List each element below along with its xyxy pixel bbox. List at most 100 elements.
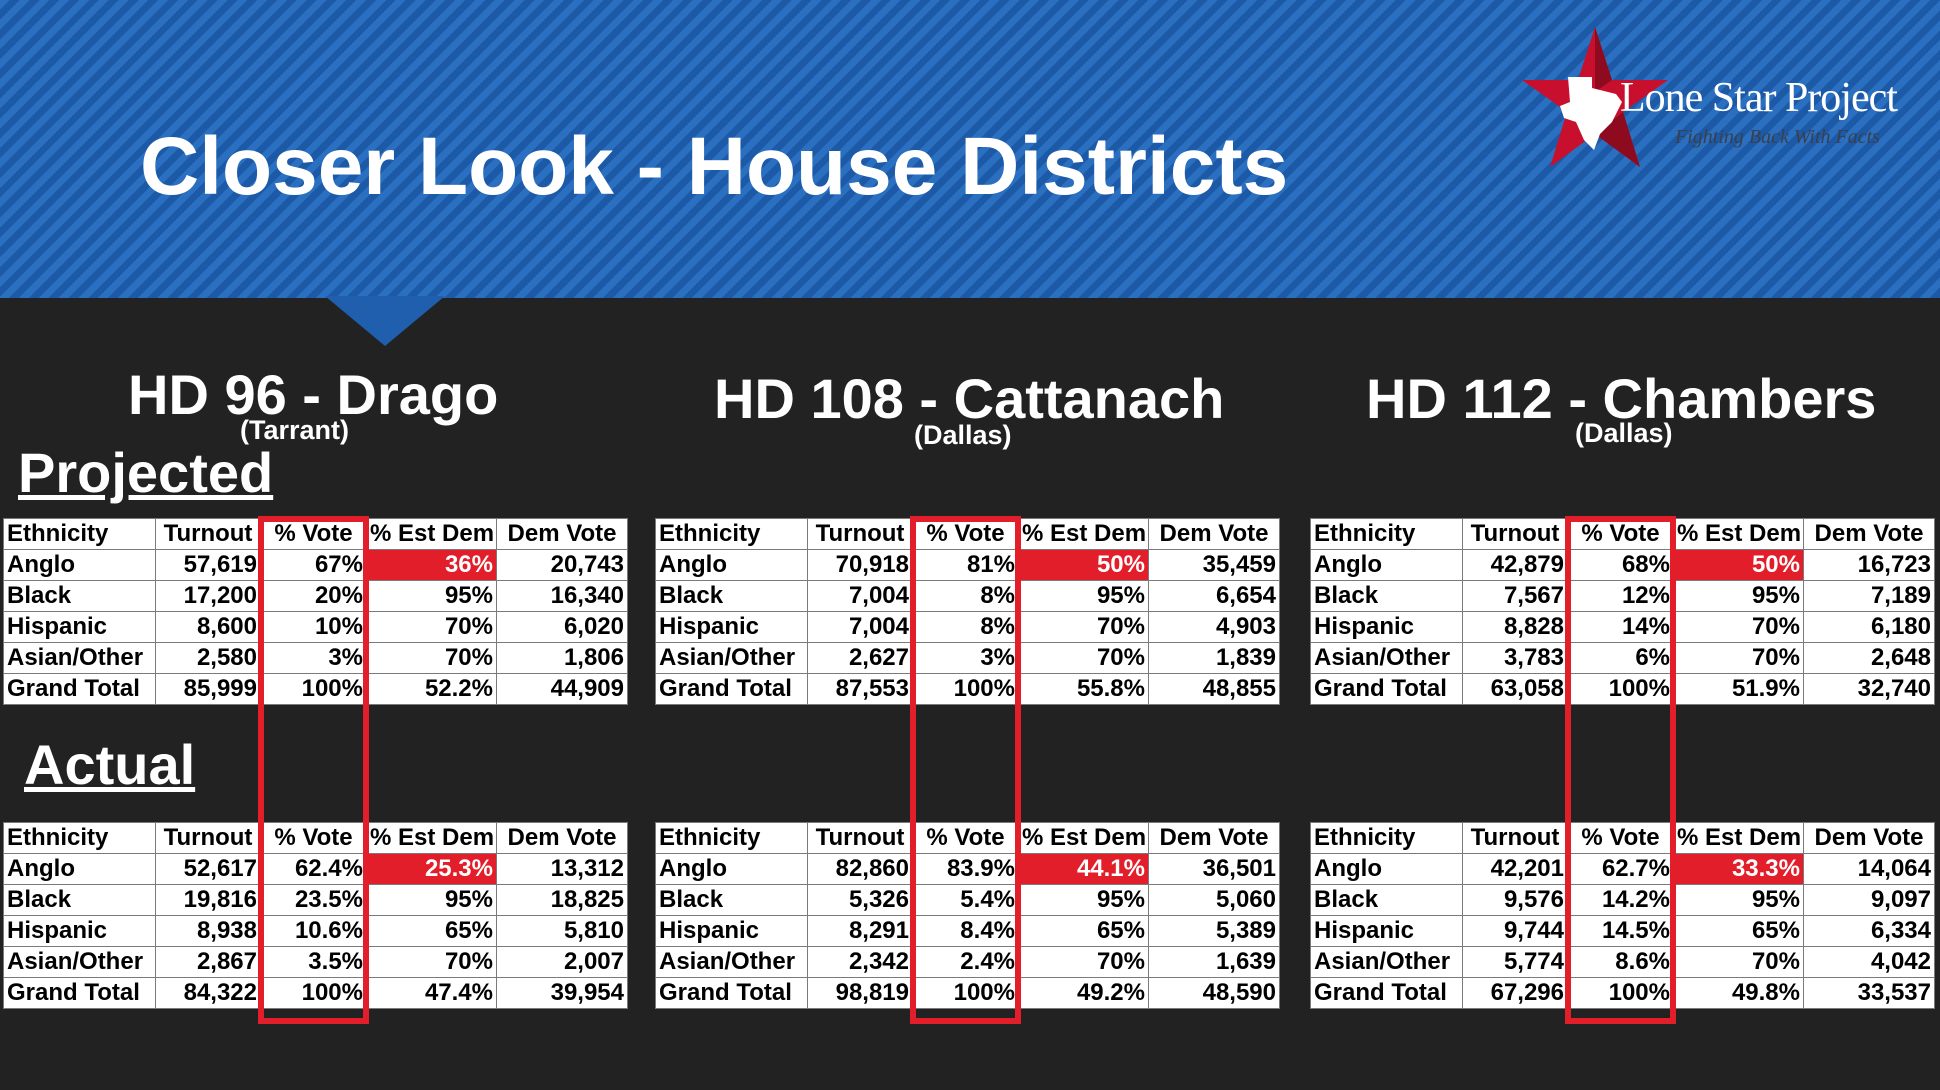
district-title-hd108: HD 108 - Cattanach (714, 367, 1225, 430)
district-county-hd96: (Tarrant) (240, 415, 350, 445)
cell-dem-vote: 5,810 (496, 915, 628, 947)
table-hd96-projected: Ethnicity Turnout% Vote% Est Dem Dem Vote A… (3, 518, 628, 705)
column-header-ethnicity: Ethnicity (3, 518, 156, 550)
cell-est-dem-pct: 65% (1018, 915, 1149, 947)
cell-turnout: 3,783 (1462, 642, 1568, 674)
table-header-row: Ethnicity Turnout% Vote% Est Dem Dem Vote (3, 822, 628, 854)
cell-ethnicity: Grand Total (3, 977, 156, 1009)
cell-turnout: 42,201 (1462, 853, 1568, 885)
logo-tagline: Fighting Back With Facts (1675, 126, 1880, 148)
cell-ethnicity: Asian/Other (655, 946, 808, 978)
cell-est-dem-pct: 95% (1673, 884, 1804, 916)
column-header-dem-vote: Dem Vote (496, 518, 628, 550)
cell-ethnicity: Grand Total (1310, 977, 1463, 1009)
cell-est-dem-pct: 95% (1018, 580, 1149, 612)
table-row: Asian/Other 2,867 3.5% 70% 2,007 (3, 946, 628, 978)
cell-ethnicity: Anglo (3, 853, 156, 885)
cell-turnout: 7,004 (807, 580, 913, 612)
cell-dem-vote: 44,909 (496, 673, 628, 705)
cell-turnout: 57,619 (155, 549, 261, 581)
cell-dem-vote: 1,839 (1148, 642, 1280, 674)
cell-vote-pct: 100% (912, 977, 1019, 1009)
table-hd108-actual: Ethnicity Turnout% Vote% Est Dem Dem Vote A… (655, 822, 1280, 1009)
cell-ethnicity: Asian/Other (3, 946, 156, 978)
cell-vote-pct: 8.6% (1567, 946, 1674, 978)
column-header-dem-vote: Dem Vote (1148, 518, 1280, 550)
cell-turnout: 52,617 (155, 853, 261, 885)
cell-ethnicity: Anglo (3, 549, 156, 581)
column-header-vote-pct: % Vote (1567, 518, 1674, 550)
cell-dem-vote: 36,501 (1148, 853, 1280, 885)
cell-dem-vote: 6,180 (1803, 611, 1935, 643)
cell-turnout: 84,322 (155, 977, 261, 1009)
table-row: Black 5,326 5.4% 95% 5,060 (655, 884, 1280, 916)
cell-vote-pct: 10% (260, 611, 367, 643)
district-county-hd112: (Dallas) (1575, 418, 1673, 448)
cell-dem-vote: 32,740 (1803, 673, 1935, 705)
cell-vote-pct: 100% (912, 673, 1019, 705)
cell-turnout: 7,567 (1462, 580, 1568, 612)
cell-est-dem-pct: 36% (366, 549, 497, 581)
cell-est-dem-pct: 50% (1673, 549, 1804, 581)
cell-turnout: 8,828 (1462, 611, 1568, 643)
district-county-hd108: (Dallas) (914, 420, 1012, 450)
cell-est-dem-pct: 70% (1018, 642, 1149, 674)
column-header-dem-vote: Dem Vote (1803, 518, 1935, 550)
table-row: Anglo 42,201 62.7% 33.3% 14,064 (1310, 853, 1935, 885)
table-row: Hispanic 8,291 8.4% 65% 5,389 (655, 915, 1280, 947)
cell-turnout: 8,291 (807, 915, 913, 947)
table-header-row: Ethnicity Turnout% Vote% Est Dem Dem Vote (3, 518, 628, 550)
table-row: Hispanic 9,744 14.5% 65% 6,334 (1310, 915, 1935, 947)
cell-ethnicity: Asian/Other (655, 642, 808, 674)
table-row: Grand Total 85,999 100% 52.2% 44,909 (3, 673, 628, 705)
cell-est-dem-pct: 33.3% (1673, 853, 1804, 885)
cell-turnout: 9,744 (1462, 915, 1568, 947)
highlight-box-hd108-vote (910, 516, 1021, 1024)
column-header-est-dem-pct: % Est Dem (1018, 822, 1149, 854)
column-header-turnout: Turnout (155, 822, 261, 854)
cell-dem-vote: 48,855 (1148, 673, 1280, 705)
table-header-row: Ethnicity Turnout% Vote% Est Dem Dem Vote (1310, 822, 1935, 854)
table-row: Anglo 57,619 67% 36% 20,743 (3, 549, 628, 581)
table-row: Anglo 42,879 68% 50% 16,723 (1310, 549, 1935, 581)
cell-ethnicity: Hispanic (1310, 611, 1463, 643)
cell-vote-pct: 67% (260, 549, 367, 581)
cell-dem-vote: 1,806 (496, 642, 628, 674)
cell-ethnicity: Grand Total (1310, 673, 1463, 705)
table-hd96-actual: Ethnicity Turnout% Vote% Est Dem Dem Vote A… (3, 822, 628, 1009)
cell-dem-vote: 4,903 (1148, 611, 1280, 643)
cell-ethnicity: Black (655, 884, 808, 916)
column-header-dem-vote: Dem Vote (1803, 822, 1935, 854)
cell-est-dem-pct: 70% (1018, 946, 1149, 978)
cell-turnout: 98,819 (807, 977, 913, 1009)
section-label-actual: Actual (24, 733, 196, 796)
cell-est-dem-pct: 52.2% (366, 673, 497, 705)
cell-est-dem-pct: 70% (366, 642, 497, 674)
highlight-box-hd112-vote (1565, 516, 1676, 1024)
cell-est-dem-pct: 95% (1018, 884, 1149, 916)
star-texas-icon (1522, 27, 1668, 167)
highlight-box-hd96-vote (258, 516, 369, 1024)
table-header-row: Ethnicity Turnout% Vote% Est Dem Dem Vote (1310, 518, 1935, 550)
section-label-projected: Projected (18, 441, 274, 504)
cell-ethnicity: Hispanic (655, 915, 808, 947)
cell-dem-vote: 6,020 (496, 611, 628, 643)
cell-est-dem-pct: 50% (1018, 549, 1149, 581)
column-header-ethnicity: Ethnicity (655, 518, 808, 550)
column-header-turnout: Turnout (1462, 822, 1568, 854)
table-hd108-projected: Ethnicity Turnout% Vote% Est Dem Dem Vote A… (655, 518, 1280, 705)
cell-est-dem-pct: 65% (1673, 915, 1804, 947)
cell-ethnicity: Black (655, 580, 808, 612)
table-row: Black 17,200 20% 95% 16,340 (3, 580, 628, 612)
column-header-ethnicity: Ethnicity (1310, 822, 1463, 854)
cell-dem-vote: 39,954 (496, 977, 628, 1009)
cell-dem-vote: 48,590 (1148, 977, 1280, 1009)
cell-est-dem-pct: 25.3% (366, 853, 497, 885)
cell-turnout: 85,999 (155, 673, 261, 705)
cell-est-dem-pct: 95% (366, 580, 497, 612)
cell-vote-pct: 100% (260, 977, 367, 1009)
column-header-vote-pct: % Vote (912, 518, 1019, 550)
column-header-ethnicity: Ethnicity (3, 822, 156, 854)
table-row: Asian/Other 3,783 6% 70% 2,648 (1310, 642, 1935, 674)
cell-turnout: 17,200 (155, 580, 261, 612)
